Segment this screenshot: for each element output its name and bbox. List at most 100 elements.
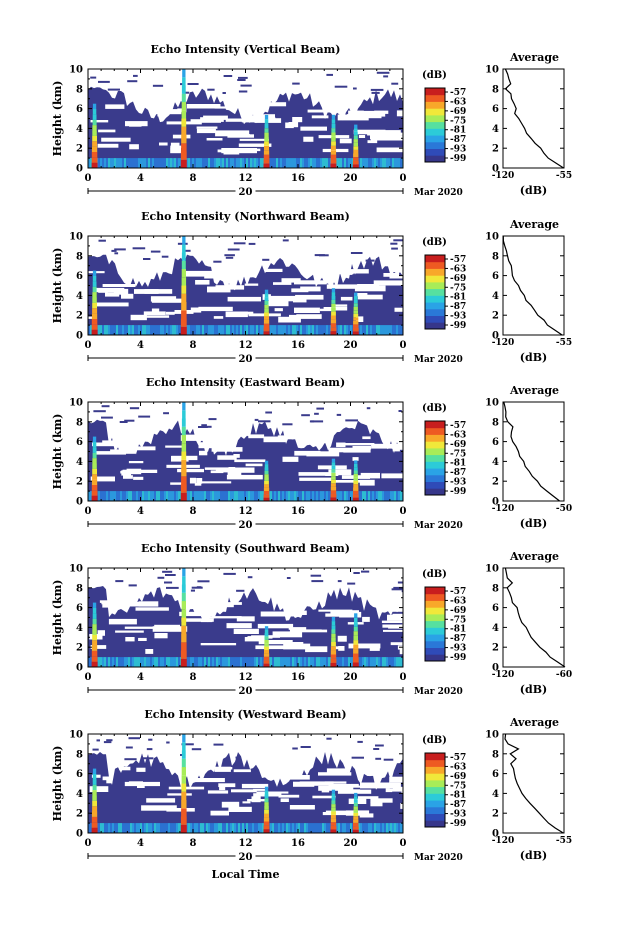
surface-band [322, 823, 324, 833]
surface-band [350, 325, 352, 335]
high-echo-fleck [213, 260, 222, 263]
high-echo-fleck [203, 425, 212, 428]
clear-air-gap [177, 468, 204, 473]
clear-air-gap [352, 457, 359, 461]
precip-column-cell [180, 159, 187, 168]
surface-band [224, 491, 226, 501]
precip-column-cell [181, 800, 187, 809]
surface-band [88, 158, 90, 168]
surface-band [242, 657, 244, 667]
high-echo-fleck [314, 412, 319, 415]
precip-column-cell [181, 775, 187, 784]
clear-air-gap [125, 121, 148, 127]
precip-column-cell [330, 486, 337, 491]
surface-band [166, 491, 168, 501]
surface-band [140, 823, 142, 833]
colorbar-tick-label: -87 [450, 800, 466, 810]
clear-air-gap [288, 775, 310, 780]
colorbar-tick-label: -63 [450, 97, 466, 107]
clear-air-gap [367, 773, 384, 776]
surface-band [388, 823, 390, 833]
precip-column-cell [92, 779, 97, 785]
high-echo-fleck [265, 411, 272, 414]
high-echo-fleck [90, 76, 97, 79]
avg-y-tick-label: 10 [485, 232, 499, 243]
surface-band [154, 657, 156, 667]
colorbar-tick-label: -63 [450, 430, 466, 440]
surface-band [282, 491, 284, 501]
surface-band [390, 325, 392, 335]
high-echo-fleck [262, 258, 270, 261]
clear-air-gap [106, 778, 113, 784]
clear-air-gap [218, 604, 234, 608]
clear-air-gap [199, 450, 208, 456]
clear-air-gap [139, 315, 170, 318]
clear-air-gap [228, 806, 252, 812]
colorbar-swatch [425, 261, 445, 269]
clear-air-gap [200, 117, 221, 123]
surface-band [382, 657, 384, 667]
clear-air-gap [105, 104, 125, 109]
clear-air-gap [353, 129, 386, 135]
clear-air-gap [150, 109, 182, 115]
surface-band [216, 325, 218, 335]
clear-air-gap [189, 477, 196, 484]
clear-air-gap [263, 436, 286, 443]
colorbar-swatch [425, 302, 445, 310]
surface-band [372, 158, 374, 168]
colorbar-swatch [425, 421, 445, 429]
clear-air-gap [328, 469, 352, 476]
surface-band [198, 158, 200, 168]
surface-band [158, 325, 160, 335]
surface-band [170, 158, 172, 168]
surface-band [392, 657, 394, 667]
surface-band [326, 657, 328, 667]
precip-column-cell [181, 85, 186, 94]
precip-column-cell [264, 304, 269, 309]
high-echo-fleck [213, 743, 224, 746]
surface-band [136, 657, 138, 667]
avg-y-tick-label: 2 [492, 311, 499, 322]
y-tick-label: 10 [69, 730, 83, 741]
colorbar-tick-label: -81 [450, 293, 466, 303]
surface-band [342, 657, 344, 667]
avg-y-tick-label: 0 [492, 829, 499, 840]
surface-band [192, 325, 194, 335]
colorbar-swatch [425, 121, 445, 129]
clear-air-gap [186, 104, 221, 109]
colorbar-swatch [425, 613, 445, 622]
surface-band [340, 158, 342, 168]
surface-band [216, 657, 218, 667]
precip-column-cell [92, 806, 98, 812]
surface-band [262, 158, 264, 168]
clear-air-gap [190, 307, 202, 313]
surface-band [230, 325, 232, 335]
surface-band [390, 657, 392, 667]
colorbar-tick-label: -69 [450, 274, 466, 284]
surface-band [274, 491, 276, 501]
surface-band [318, 158, 320, 168]
surface-band [124, 325, 126, 335]
precip-column-cell [263, 656, 270, 661]
clear-air-gap [204, 276, 225, 279]
surface-band [272, 657, 274, 667]
surface-band [328, 158, 330, 168]
surface-band [328, 325, 330, 335]
surface-band [336, 657, 338, 667]
precip-column-cell [331, 637, 336, 642]
surface-band [292, 325, 294, 335]
surface-band [116, 158, 118, 168]
clear-air-gap [196, 126, 218, 129]
precip-column-cell [330, 658, 337, 663]
precip-column-cell [264, 114, 269, 120]
avg-xlabel: (dB) [520, 517, 547, 530]
avg-y-tick-label: 0 [492, 497, 499, 508]
clear-air-gap [397, 111, 403, 115]
clear-air-gap [256, 791, 289, 794]
high-echo-fleck [207, 88, 215, 91]
precip-column-cell [92, 281, 97, 287]
clear-air-gap [165, 445, 182, 448]
high-echo-fleck [310, 574, 322, 577]
precip-column-cell [331, 625, 336, 630]
clear-air-gap [358, 111, 386, 117]
